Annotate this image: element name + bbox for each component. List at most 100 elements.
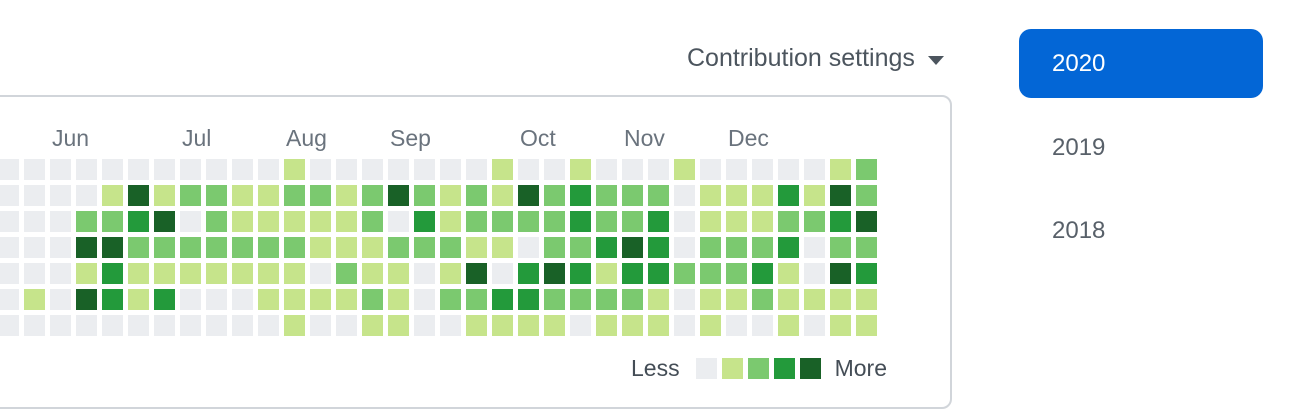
contribution-day-cell[interactable] [544,289,565,310]
contribution-day-cell[interactable] [648,159,669,180]
contribution-day-cell[interactable] [102,263,123,284]
contribution-day-cell[interactable] [570,159,591,180]
contribution-day-cell[interactable] [830,289,851,310]
contribution-day-cell[interactable] [284,185,305,206]
year-item-2019[interactable]: 2019 [1052,134,1106,161]
contribution-day-cell[interactable] [388,237,409,258]
contribution-day-cell[interactable] [492,263,513,284]
contribution-day-cell[interactable] [206,211,227,232]
contribution-day-cell[interactable] [24,263,45,284]
contribution-day-cell[interactable] [388,159,409,180]
contribution-day-cell[interactable] [0,159,19,180]
contribution-day-cell[interactable] [830,159,851,180]
contribution-day-cell[interactable] [232,185,253,206]
contribution-day-cell[interactable] [310,237,331,258]
contribution-day-cell[interactable] [856,289,877,310]
contribution-day-cell[interactable] [362,159,383,180]
contribution-day-cell[interactable] [830,237,851,258]
contribution-day-cell[interactable] [362,289,383,310]
contribution-day-cell[interactable] [622,315,643,336]
contribution-day-cell[interactable] [362,237,383,258]
contribution-day-cell[interactable] [570,315,591,336]
contribution-day-cell[interactable] [258,263,279,284]
contribution-day-cell[interactable] [778,237,799,258]
contribution-day-cell[interactable] [232,237,253,258]
contribution-day-cell[interactable] [440,237,461,258]
contribution-day-cell[interactable] [102,289,123,310]
contribution-day-cell[interactable] [700,263,721,284]
contribution-day-cell[interactable] [258,185,279,206]
contribution-day-cell[interactable] [206,185,227,206]
contribution-day-cell[interactable] [596,315,617,336]
contribution-day-cell[interactable] [284,237,305,258]
contribution-day-cell[interactable] [76,237,97,258]
contribution-day-cell[interactable] [180,211,201,232]
contribution-day-cell[interactable] [206,315,227,336]
contribution-day-cell[interactable] [414,315,435,336]
contribution-day-cell[interactable] [154,159,175,180]
contribution-day-cell[interactable] [466,159,487,180]
contribution-day-cell[interactable] [154,185,175,206]
contribution-day-cell[interactable] [804,315,825,336]
contribution-day-cell[interactable] [596,159,617,180]
contribution-day-cell[interactable] [778,211,799,232]
contribution-day-cell[interactable] [778,315,799,336]
contribution-day-cell[interactable] [466,315,487,336]
contribution-day-cell[interactable] [128,263,149,284]
contribution-day-cell[interactable] [570,211,591,232]
contribution-day-cell[interactable] [336,159,357,180]
contribution-day-cell[interactable] [778,289,799,310]
contribution-day-cell[interactable] [622,211,643,232]
contribution-day-cell[interactable] [674,315,695,336]
contribution-day-cell[interactable] [128,185,149,206]
contribution-day-cell[interactable] [76,289,97,310]
contribution-day-cell[interactable] [544,185,565,206]
contribution-day-cell[interactable] [76,315,97,336]
contribution-day-cell[interactable] [0,185,19,206]
contribution-day-cell[interactable] [180,237,201,258]
contribution-day-cell[interactable] [518,263,539,284]
contribution-day-cell[interactable] [752,211,773,232]
contribution-day-cell[interactable] [310,315,331,336]
contribution-day-cell[interactable] [700,289,721,310]
contribution-day-cell[interactable] [128,315,149,336]
contribution-day-cell[interactable] [336,185,357,206]
contribution-day-cell[interactable] [596,263,617,284]
contribution-day-cell[interactable] [0,315,19,336]
contribution-day-cell[interactable] [50,211,71,232]
contribution-day-cell[interactable] [778,263,799,284]
contribution-day-cell[interactable] [336,315,357,336]
contribution-day-cell[interactable] [50,289,71,310]
contribution-day-cell[interactable] [830,211,851,232]
contribution-day-cell[interactable] [284,263,305,284]
contribution-day-cell[interactable] [778,159,799,180]
contribution-day-cell[interactable] [180,263,201,284]
contribution-day-cell[interactable] [804,263,825,284]
contribution-day-cell[interactable] [76,263,97,284]
contribution-day-cell[interactable] [544,159,565,180]
year-item-2018[interactable]: 2018 [1052,217,1106,244]
contribution-day-cell[interactable] [492,185,513,206]
contribution-day-cell[interactable] [674,159,695,180]
contribution-day-cell[interactable] [336,263,357,284]
contribution-day-cell[interactable] [362,211,383,232]
contribution-day-cell[interactable] [570,237,591,258]
contribution-day-cell[interactable] [778,185,799,206]
contribution-day-cell[interactable] [388,315,409,336]
contribution-day-cell[interactable] [622,237,643,258]
contribution-day-cell[interactable] [804,211,825,232]
contribution-day-cell[interactable] [76,185,97,206]
contribution-day-cell[interactable] [752,159,773,180]
contribution-day-cell[interactable] [154,289,175,310]
contribution-day-cell[interactable] [76,159,97,180]
contribution-day-cell[interactable] [648,237,669,258]
contribution-day-cell[interactable] [0,211,19,232]
contribution-day-cell[interactable] [102,211,123,232]
contribution-day-cell[interactable] [206,159,227,180]
contribution-day-cell[interactable] [596,185,617,206]
contribution-day-cell[interactable] [518,185,539,206]
contribution-day-cell[interactable] [700,237,721,258]
contribution-day-cell[interactable] [414,289,435,310]
contribution-day-cell[interactable] [180,159,201,180]
contribution-day-cell[interactable] [50,237,71,258]
